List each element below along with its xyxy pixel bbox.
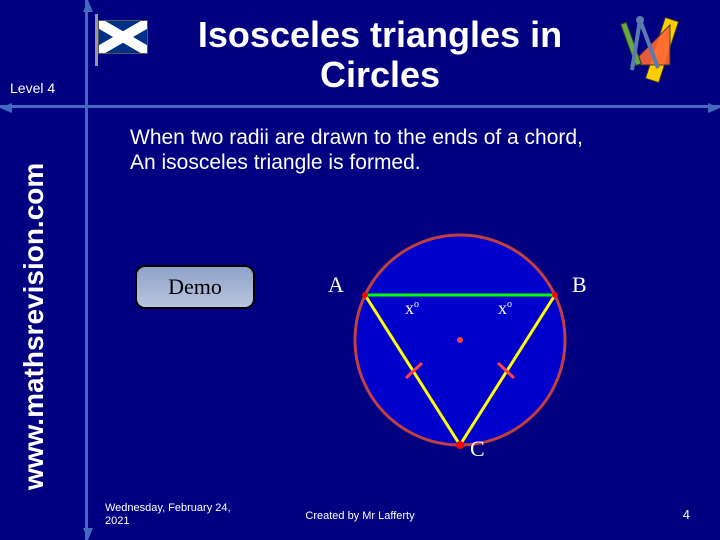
point-c-dot bbox=[456, 441, 464, 449]
label-b: B bbox=[572, 272, 587, 298]
saltire-flag-icon bbox=[98, 20, 148, 54]
center-dot bbox=[457, 337, 463, 343]
point-b-dot bbox=[552, 292, 558, 298]
label-c: C bbox=[470, 436, 485, 462]
math-tools-icon bbox=[610, 10, 690, 90]
angle-label-left: xo bbox=[405, 298, 419, 319]
sidebar-url: www.mathsrevision.com bbox=[18, 163, 50, 490]
angle-label-right: xo bbox=[498, 298, 512, 319]
demo-button[interactable]: Demo bbox=[135, 265, 255, 309]
demo-button-label: Demo bbox=[168, 274, 222, 300]
divider-horizontal bbox=[0, 105, 720, 108]
body-line2: An isosceles triangle is formed. bbox=[130, 150, 690, 175]
label-a: A bbox=[328, 272, 344, 298]
divider-vertical bbox=[85, 0, 88, 540]
footer-author: Created by Mr Lafferty bbox=[0, 510, 720, 522]
body-text: When two radii are drawn to the ends of … bbox=[130, 125, 690, 175]
page-title: Isosceles triangles in Circles bbox=[180, 15, 580, 94]
footer-page-number: 4 bbox=[683, 507, 690, 522]
circle-diagram: A B C xo xo bbox=[310, 220, 610, 480]
body-line1: When two radii are drawn to the ends of … bbox=[130, 125, 690, 150]
point-a-dot bbox=[362, 292, 368, 298]
level-label: Level 4 bbox=[10, 80, 55, 96]
